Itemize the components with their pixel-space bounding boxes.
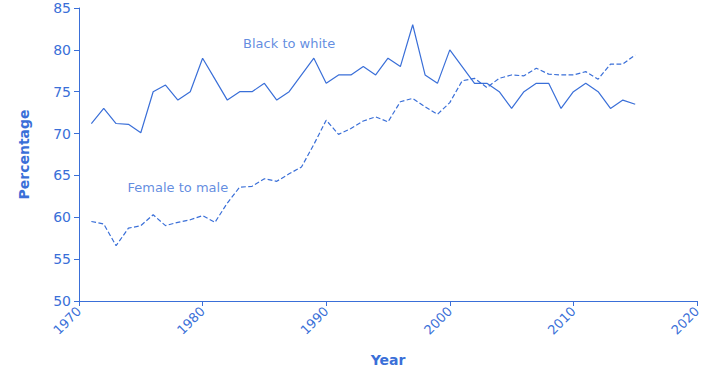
svg-text:75: 75 (53, 84, 71, 100)
svg-text:Female to male: Female to male (128, 180, 229, 195)
svg-text:55: 55 (53, 251, 71, 267)
svg-text:1990: 1990 (298, 304, 332, 338)
svg-text:60: 60 (53, 209, 71, 225)
svg-text:1980: 1980 (174, 304, 208, 338)
svg-text:2020: 2020 (668, 304, 702, 338)
svg-text:1970: 1970 (50, 304, 84, 338)
svg-text:50: 50 (53, 293, 71, 309)
svg-text:2010: 2010 (545, 304, 579, 338)
svg-text:70: 70 (53, 126, 71, 142)
svg-text:Percentage: Percentage (16, 109, 32, 199)
svg-text:2000: 2000 (421, 304, 455, 338)
svg-text:Black to white: Black to white (243, 36, 335, 51)
svg-text:Year: Year (370, 352, 406, 368)
svg-text:85: 85 (53, 0, 71, 16)
svg-text:80: 80 (53, 42, 71, 58)
svg-text:65: 65 (53, 167, 71, 183)
